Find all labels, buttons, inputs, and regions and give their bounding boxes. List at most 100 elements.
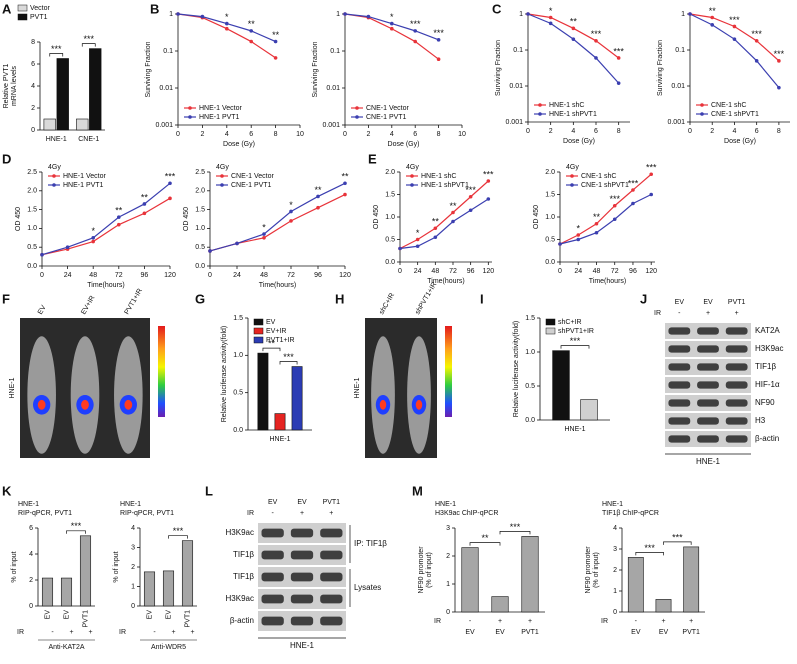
legend-marker [52,174,56,178]
significance: * [416,228,420,238]
chart-subtitle: TIF1β ChIP-qPCR [602,510,659,517]
band-label: β-actin [755,434,779,443]
significance: *** [71,521,82,531]
y-tick-label: 1.5 [385,191,395,198]
significance: * [262,222,266,232]
lane-label: PVT1 [728,299,746,306]
significance-bracket [262,347,281,352]
y-tick-label: 6 [31,61,35,68]
x-tick-label: 96 [141,272,149,279]
y-tick-label: 2 [131,564,135,571]
lane-label: PVT1 [323,499,341,506]
y-tick-label: 2 [29,577,33,584]
legend-marker [188,115,192,119]
y-tick-label: 0 [131,603,135,610]
bar [60,577,73,607]
data-point [249,29,253,33]
y-tick-label: 1.0 [525,349,535,356]
legend-marker [220,183,224,187]
x-tick-label: 24 [414,268,422,275]
y-tick-label: 2.5 [195,169,205,176]
data-point [612,203,617,208]
bar [552,350,570,421]
band-label: H3 [755,416,766,425]
y-tick-label: 1.0 [195,225,205,232]
blot-band [725,381,748,389]
y-tick-label: 4 [31,83,35,90]
data-point [91,236,95,240]
legend-label: CNE-1 Vector [231,173,274,180]
blot-band [725,327,748,335]
blot-band [697,417,719,425]
panel-letter: D [2,151,11,166]
data-point [91,239,95,244]
band-label: TIF1β [233,550,254,559]
signal-core [81,399,89,410]
blot-band [320,594,343,604]
data-point [249,39,253,44]
data-point [65,245,70,249]
x-tick-label: 120 [339,272,351,279]
blot-band [261,528,284,538]
y-axis-label: Surviving Fraction [495,40,502,96]
legend-label: CNE-1 Vector [366,105,409,112]
panel-letter: A [2,1,12,16]
legend-marker [538,112,542,116]
data-point [486,197,491,201]
significance: *** [51,44,62,54]
data-point [117,215,121,219]
panel-letter: I [480,291,484,306]
data-point [415,244,420,249]
data-point [343,192,347,197]
significance: ** [268,338,276,348]
x-tick-label: 120 [164,272,176,279]
bar [181,540,194,607]
x-tick-label: 8 [274,131,278,138]
x-tick-label: EV [44,610,51,620]
y-axis-label: OD 450 [533,205,540,229]
x-axis-label: Dose (Gy) [563,138,595,145]
legend-label: HNE-1 PVT1 [63,182,104,189]
y-tick-label: 3 [446,525,450,532]
x-tick-label: 6 [594,128,598,135]
x-tick-label: 24 [64,272,72,279]
x-tick-label: EV [63,610,70,620]
significance: ** [481,533,489,543]
y-tick-label: 0.1 [513,47,523,54]
x-tick-label: HNE-1 [564,426,585,433]
significance-bracket [81,43,96,47]
data-point [436,57,441,62]
signal-core [37,399,46,410]
x-tick-label: 4 [225,131,229,138]
annotation: 4Gy [216,164,229,171]
legend-label: HNE-1 Vector [199,105,242,112]
series-line [399,180,489,250]
band-label: KAT2A [755,326,780,335]
significance: *** [410,19,421,29]
blot-band [668,363,691,371]
blot-band [697,399,719,407]
data-point [594,230,599,235]
x-tick-label: 96 [629,268,637,275]
ir-sign: + [329,510,333,517]
y-tick-label: 0.0 [195,263,205,270]
x-tick-label: 48 [431,268,439,275]
bar [461,547,479,613]
ir-sign: + [735,310,739,317]
bar [89,48,102,131]
data-point [390,26,394,31]
x-tick-label: 24 [574,268,582,275]
legend-label: EV [266,319,276,326]
significance: * [549,6,553,16]
y-tick-label: 1 [681,11,685,18]
ir-sign: + [706,310,710,317]
y-axis-label: OD 450 [373,205,380,229]
x-tick-label: 120 [482,268,494,275]
blot-band [261,550,284,560]
ir-sign: + [171,629,175,636]
annotation: 4Gy [566,164,579,171]
bar [491,596,509,613]
legend-marker [700,112,704,116]
y-tick-label: 1.0 [27,225,37,232]
legend-marker [52,183,56,187]
